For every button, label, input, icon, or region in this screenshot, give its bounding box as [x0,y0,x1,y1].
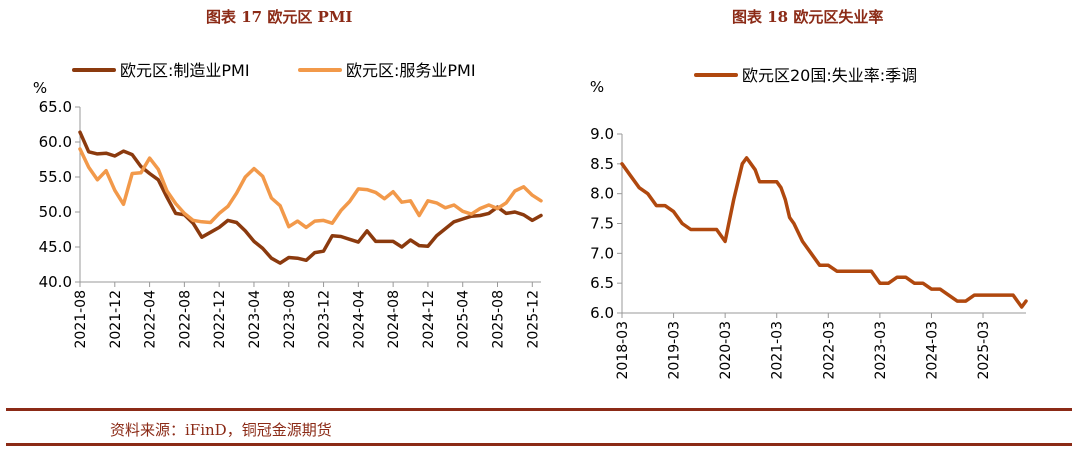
x-tick-label: 2021-12 [108,290,124,349]
x-tick-label: 2019-03 [667,321,683,380]
x-tick-label: 2024-03 [924,321,940,380]
y-unit-label: % [590,78,604,96]
y-tick-label: 6.5 [590,274,614,292]
x-tick-label: 2022-12 [212,290,228,349]
y-tick-label: 50.0 [39,203,72,221]
x-tick-label: 2018-03 [615,321,631,380]
series-line-1 [620,156,1028,309]
right-figure-title: 图表 18 欧元区失业率 [732,8,884,26]
x-tick-label: 2022-03 [821,321,837,380]
x-tick-label: 2025-04 [456,290,472,349]
y-tick-label: 45.0 [39,238,72,256]
y-tick-label: 8.5 [590,155,614,173]
y-tick-label: 6.0 [590,304,614,322]
unemployment-line-chart: 6.0 6.5 7.0 7.5 8.0 8.5 9.0% 2018-03 2019-03 2020… [590,66,1028,380]
x-tick-label: 2021-08 [73,290,89,349]
x-tick-label: 2024-04 [351,290,367,349]
y-tick-label: 55.0 [39,168,72,186]
y-tick-label: 65.0 [39,98,72,116]
y-tick-label: 7.0 [590,244,614,262]
x-tick-label: 2021-03 [770,321,786,380]
source-note: 资料来源：iFinD，铜冠金源期货 [110,421,332,439]
legend-label-1: 欧元区:制造业PMI [120,61,250,80]
x-tick-label: 2025-03 [976,321,992,380]
x-tick-label: 2023-12 [317,290,333,349]
x-tick-label: 2024-12 [421,290,437,349]
x-tick-label: 2025-08 [491,290,507,349]
bottom-divider [6,443,1072,446]
y-tick-label: 40.0 [39,273,72,291]
y-tick-label: 7.5 [590,215,614,233]
x-tick-label: 2023-04 [247,290,263,349]
x-tick-label: 2022-04 [143,290,159,349]
series-line-1 [78,130,543,265]
x-tick-label: 2024-08 [386,290,402,349]
series-line-2 [78,147,543,230]
x-tick-label: 2020-03 [718,321,734,380]
pmi-line-chart: 40.0 45.0 50.0 55.0 60.0 65.0% 2021-08 2021-12 2… [33,61,543,349]
top-divider [6,408,1072,411]
y-tick-label: 60.0 [39,133,72,151]
x-tick-label: 2022-08 [177,290,193,349]
y-tick-label: 9.0 [590,125,614,143]
legend-label-2: 欧元区:服务业PMI [346,61,476,80]
legend-label-1: 欧元区20国:失业率:季调 [742,66,917,85]
left-figure-title: 图表 17 欧元区 PMI [206,8,353,26]
y-tick-label: 8.0 [590,185,614,203]
x-tick-label: 2023-03 [873,321,889,380]
y-unit-label: % [33,79,47,97]
x-tick-label: 2025-12 [525,290,541,349]
x-tick-label: 2023-08 [282,290,298,349]
